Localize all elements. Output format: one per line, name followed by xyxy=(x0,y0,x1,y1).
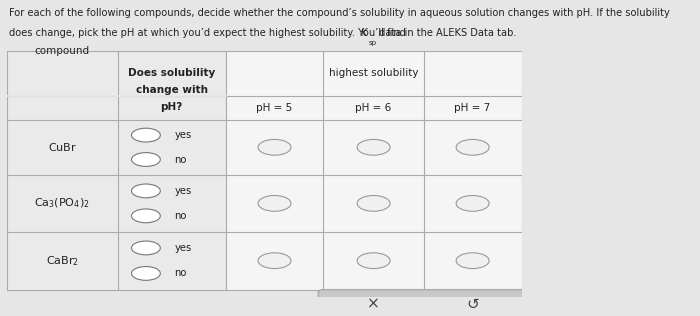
Circle shape xyxy=(357,139,390,155)
Text: ×: × xyxy=(368,297,380,312)
Circle shape xyxy=(258,139,291,155)
Circle shape xyxy=(357,253,390,269)
FancyBboxPatch shape xyxy=(7,51,522,290)
FancyBboxPatch shape xyxy=(118,51,225,290)
Circle shape xyxy=(132,153,160,167)
Circle shape xyxy=(456,253,489,269)
Circle shape xyxy=(258,253,291,269)
Text: K: K xyxy=(360,28,367,39)
Text: ↺: ↺ xyxy=(466,297,479,312)
Text: pH = 6: pH = 6 xyxy=(356,103,392,113)
Text: yes: yes xyxy=(174,186,192,196)
Text: For each of the following compounds, decide whether the compound’s solubility in: For each of the following compounds, dec… xyxy=(9,8,670,18)
Text: does change, pick the pH at which you’d expect the highest solubility. You’ll fi: does change, pick the pH at which you’d … xyxy=(9,28,409,39)
Text: change with: change with xyxy=(136,85,208,95)
Text: no: no xyxy=(174,268,187,278)
Text: Does solubility: Does solubility xyxy=(128,68,216,78)
Text: pH = 5: pH = 5 xyxy=(256,103,293,113)
Text: yes: yes xyxy=(174,243,192,253)
Text: data in the ALEKS Data tab.: data in the ALEKS Data tab. xyxy=(376,28,517,39)
Circle shape xyxy=(258,196,291,211)
Circle shape xyxy=(132,184,160,198)
Text: $\mathrm{CuBr}$: $\mathrm{CuBr}$ xyxy=(48,141,77,153)
Circle shape xyxy=(456,196,489,211)
Circle shape xyxy=(132,241,160,255)
Text: compound: compound xyxy=(35,46,90,56)
Circle shape xyxy=(456,139,489,155)
Circle shape xyxy=(132,128,160,142)
Text: $\mathrm{CaBr_2}$: $\mathrm{CaBr_2}$ xyxy=(46,254,79,268)
Circle shape xyxy=(132,209,160,223)
Text: sp: sp xyxy=(369,40,377,46)
Text: pH?: pH? xyxy=(160,102,183,112)
Circle shape xyxy=(357,196,390,211)
FancyBboxPatch shape xyxy=(318,290,526,316)
Text: no: no xyxy=(174,211,187,221)
Text: pH = 7: pH = 7 xyxy=(454,103,491,113)
Text: no: no xyxy=(174,155,187,165)
Circle shape xyxy=(132,266,160,280)
Text: $\mathrm{Ca_3(PO_4)_2}$: $\mathrm{Ca_3(PO_4)_2}$ xyxy=(34,197,90,210)
FancyBboxPatch shape xyxy=(7,51,118,290)
Text: highest solubility: highest solubility xyxy=(329,68,419,78)
Text: yes: yes xyxy=(174,130,192,140)
